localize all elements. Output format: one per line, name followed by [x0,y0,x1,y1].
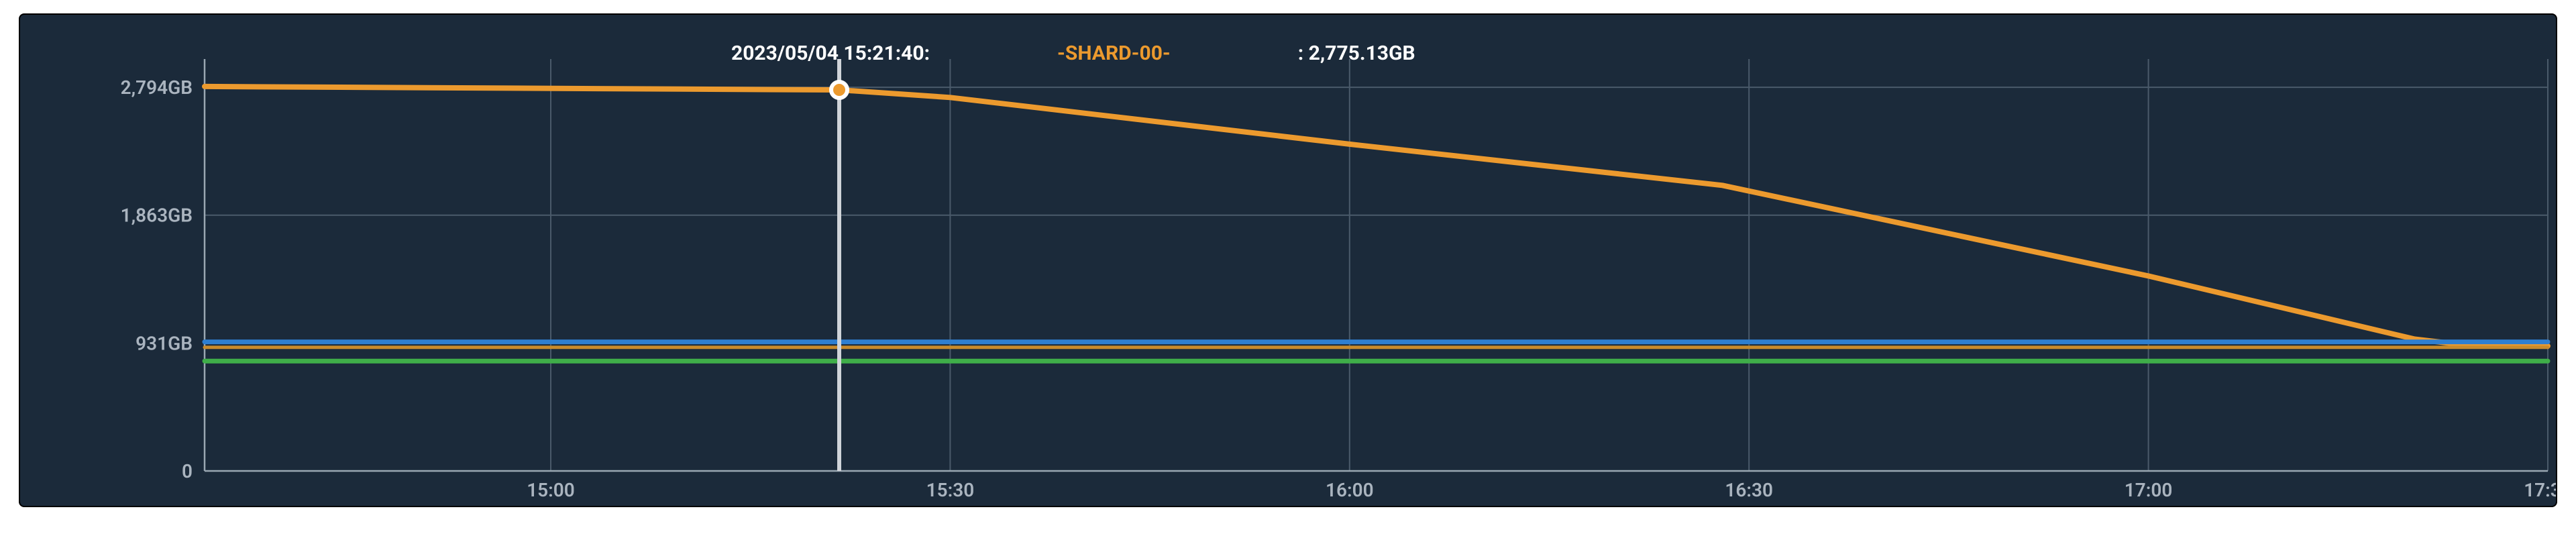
x-tick-label: 17:30 [2524,479,2556,501]
y-tick-label: 0 [182,460,193,482]
line-chart[interactable]: 0 931GB 1,863GB 2,794GB 15:00 15:30 16:00 16:30… [20,15,2556,506]
y-tick-label: 931GB [136,332,193,354]
x-tick-label: 17:00 [2125,479,2173,501]
series--SHARD-00-[interactable] [205,87,2548,346]
y-tick-label: 2,794GB [121,76,193,99]
x-tick-label: 15:30 [926,479,975,501]
cursor-marker[interactable] [831,82,847,98]
y-tick-label: 1,863GB [121,205,193,227]
outer-frame: 0 931GB 1,863GB 2,794GB 15:00 15:30 16:00 16:30… [0,0,2576,534]
x-tick-label: 15:00 [527,479,575,501]
x-tick-label: 16:00 [1326,479,1374,501]
x-tick-label: 16:30 [1725,479,1773,501]
chart-panel[interactable]: 0 931GB 1,863GB 2,794GB 15:00 15:30 16:00 16:30… [19,13,2557,507]
